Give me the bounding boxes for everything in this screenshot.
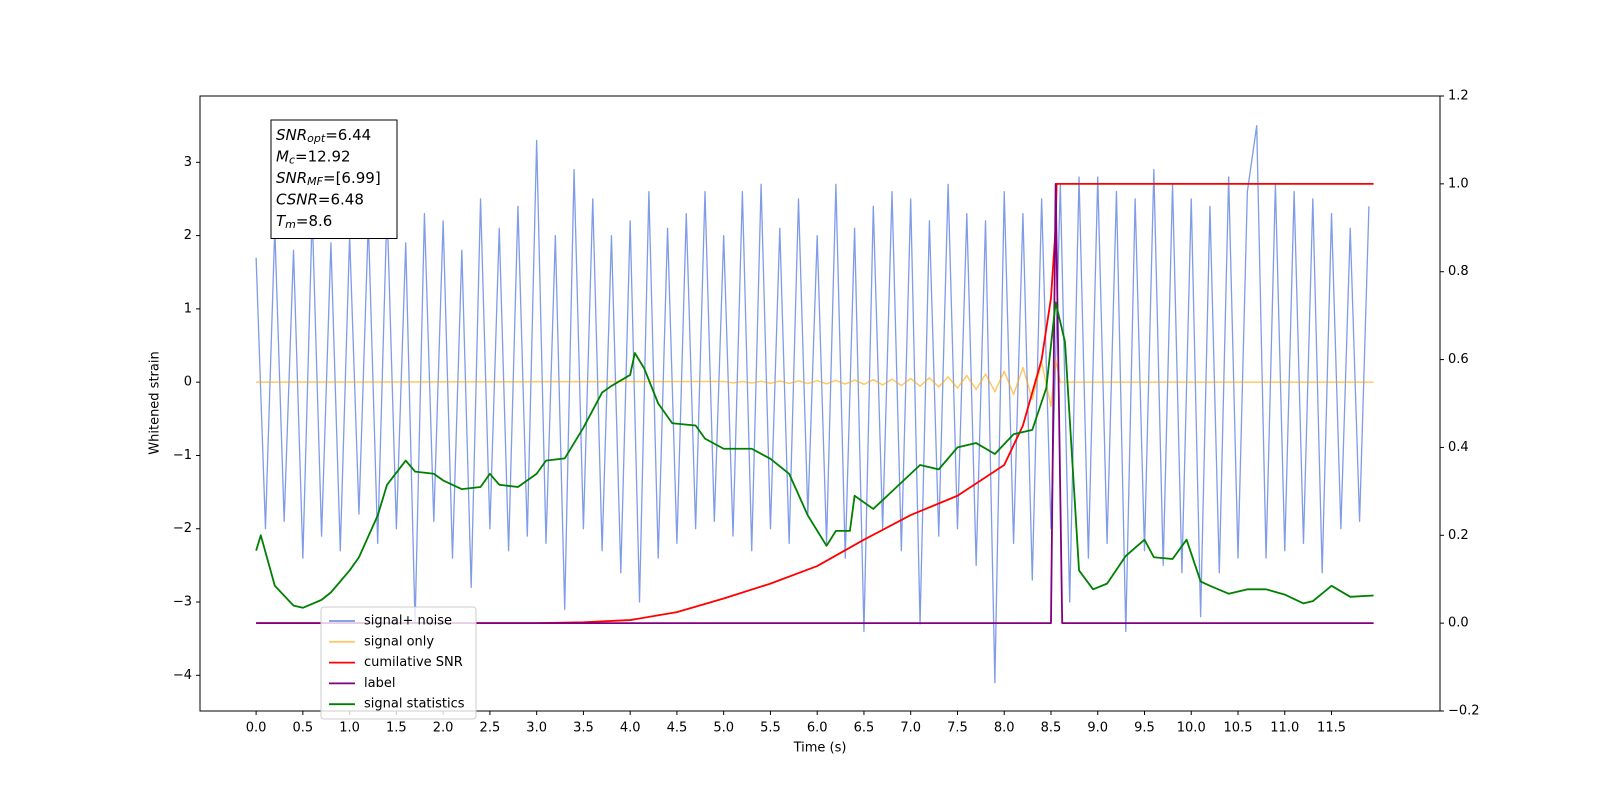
legend-label: cumilative SNR: [364, 655, 463, 670]
series-line: [256, 182, 1374, 625]
annotation-value: =8.6: [296, 212, 332, 230]
y2-tick-label: 0.2: [1448, 528, 1469, 543]
annotation-symbol: SNR: [276, 126, 307, 144]
legend-label: signal only: [364, 634, 434, 649]
y-tick-label: 1: [184, 301, 192, 316]
annotation-value: =6.48: [318, 190, 364, 208]
y-tick-label: −1: [173, 448, 192, 463]
y2-tick-label: 0.6: [1448, 352, 1469, 367]
plot-area: [255, 125, 1374, 684]
x-tick-label: 5.0: [713, 721, 734, 736]
legend-label: label: [364, 676, 395, 691]
annotation-value: =6.44: [325, 126, 371, 144]
y2-tick-label: 1.0: [1448, 176, 1469, 191]
x-tick-label: 6.0: [807, 721, 828, 736]
legend-box: [320, 606, 477, 720]
annotation-subscript: c: [289, 154, 295, 167]
y-tick-label: 2: [184, 228, 192, 243]
x-tick-label: 6.5: [854, 721, 875, 736]
x-tick-label: 1.5: [386, 721, 407, 736]
annotation-subscript: m: [285, 218, 296, 231]
annotation-line: Tm=8.6: [276, 212, 332, 232]
y-tick-label: −2: [173, 521, 192, 536]
x-tick-label: 0.5: [293, 721, 314, 736]
y2-tick-label: 1.2: [1448, 89, 1469, 104]
y2-tick-label: 0.8: [1448, 264, 1469, 279]
annotation-symbol: CSNR: [276, 190, 318, 208]
annotation-box: [270, 119, 398, 239]
x-tick-label: 1.0: [339, 721, 360, 736]
x-tick-label: 4.5: [667, 721, 688, 736]
x-tick-label: 7.0: [900, 721, 921, 736]
x-axis-label: Time (s): [793, 741, 847, 756]
series-line: [256, 359, 1374, 408]
annotation-symbol: M: [276, 147, 289, 165]
y-tick-label: −4: [173, 668, 192, 683]
y2-tick-label: 0.0: [1448, 616, 1469, 631]
annotation-subscript: opt: [307, 132, 326, 145]
x-tick-label: 4.0: [620, 721, 641, 736]
x-tick-label: 5.5: [760, 721, 781, 736]
annotation-symbol: SNR: [276, 169, 307, 187]
x-tick-label: 3.0: [526, 721, 547, 736]
y-axis-label: Whitened strain: [148, 351, 163, 454]
annotation-line: SNRopt=6.44: [276, 126, 371, 146]
x-tick-label: 8.5: [1041, 721, 1062, 736]
x-tick-label: 9.0: [1087, 721, 1108, 736]
y-tick-label: −3: [173, 595, 192, 610]
axes-frame: [199, 95, 1441, 712]
x-tick-label: 11.0: [1270, 721, 1299, 736]
x-tick-label: 9.5: [1134, 721, 1155, 736]
annotation-subscript: MF: [307, 175, 323, 188]
x-tick-label: 8.0: [994, 721, 1015, 736]
y-tick-label: 3: [184, 155, 192, 170]
x-tick-label: 7.5: [947, 721, 968, 736]
annotation-value: =[6.99]: [323, 169, 381, 187]
series-line: [256, 182, 1374, 625]
annotation-line: CSNR=6.48: [276, 190, 364, 208]
legend-label: signal+ noise: [364, 614, 452, 629]
x-tick-label: 2.5: [480, 721, 501, 736]
y2-tick-label: 0.4: [1448, 440, 1469, 455]
x-tick-label: 3.5: [573, 721, 594, 736]
series-line: [255, 301, 1374, 609]
x-tick-label: 11.5: [1317, 721, 1346, 736]
annotation-value: =12.92: [295, 147, 351, 165]
series-line: [255, 125, 1370, 684]
x-tick-label: 10.0: [1177, 721, 1206, 736]
y-tick-label: 0: [184, 375, 192, 390]
annotation-line: Mc=12.92: [276, 147, 351, 167]
legend-label: signal statistics: [364, 697, 465, 712]
x-tick-label: 2.0: [433, 721, 454, 736]
x-tick-label: 0.0: [246, 721, 267, 736]
x-tick-label: 10.5: [1224, 721, 1253, 736]
annotation-line: SNRMF=[6.99]: [276, 169, 381, 189]
y2-tick-label: −0.2: [1448, 704, 1480, 719]
annotation-symbol: T: [276, 212, 287, 230]
